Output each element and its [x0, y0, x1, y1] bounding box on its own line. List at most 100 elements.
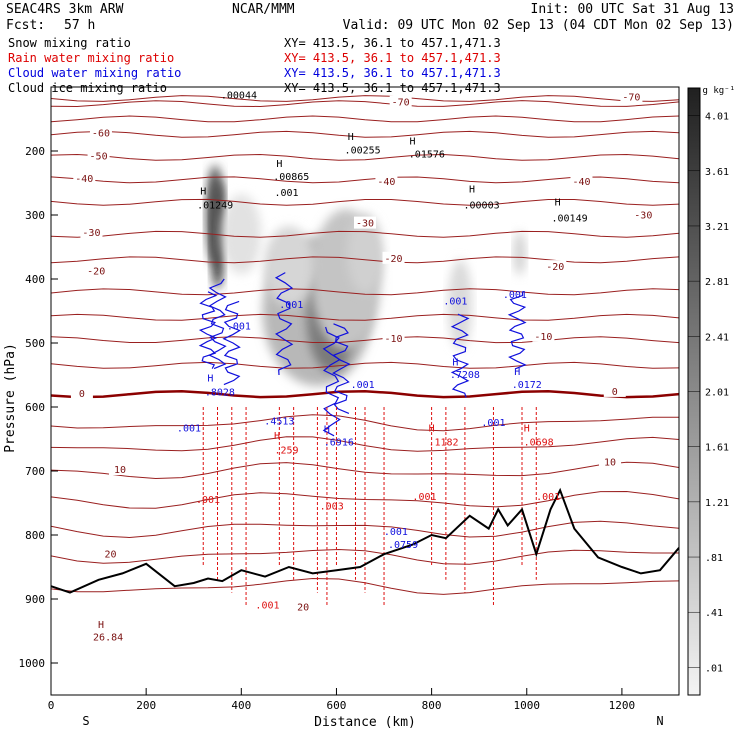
- isotherm-label: -50: [90, 151, 108, 162]
- terrain-line: [51, 487, 679, 594]
- field-annotation: 26.84: [93, 633, 123, 644]
- snow-shading-7: [347, 213, 383, 294]
- isotherm-6: [51, 198, 679, 206]
- isotherm-label: 10: [114, 465, 126, 476]
- isotherm-label: -10: [534, 332, 552, 343]
- field-annotation: H: [274, 431, 280, 442]
- field-annotation: .01576: [409, 149, 445, 160]
- isotherm-label: -20: [546, 262, 564, 273]
- snow-shading-9: [513, 231, 526, 276]
- legend-cloudice-xy: XY= 413.5, 36.1 to 457.1,471.3: [284, 81, 501, 95]
- colorbar-label: 2.41: [705, 332, 729, 343]
- field-annotation: .8028: [205, 387, 235, 398]
- cloudwater-contour-6: [450, 313, 470, 398]
- isotherm-11: [51, 336, 679, 344]
- isotherm-9: [51, 288, 679, 296]
- isotherm-label-bg: [89, 126, 112, 139]
- isotherm-label-bg: [108, 463, 131, 475]
- field-annotation: .4513: [264, 416, 294, 427]
- isotherm-label: 0: [79, 389, 85, 400]
- isotherm-label-bg: [599, 455, 622, 468]
- plot-area: 0 200 400 600 800 1000 12002003004005006007008…: [19, 86, 680, 728]
- colorbar-label: 2.81: [705, 277, 729, 288]
- y-tick-label: 400: [25, 273, 45, 286]
- isotherm-label: -40: [75, 174, 93, 185]
- field-annotation: H: [207, 373, 213, 384]
- field-annotation: .001: [274, 188, 298, 199]
- field-annotation: .0759: [388, 540, 418, 551]
- snow-shading-6: [221, 194, 262, 275]
- field-annotation: H: [429, 423, 435, 434]
- field-annotation: .001: [503, 290, 527, 301]
- field-annotation: H: [452, 357, 458, 368]
- isotherm-label-bg: [292, 600, 315, 613]
- x-tick-label: 1200: [609, 699, 636, 712]
- field-annotation: .00003: [463, 201, 499, 212]
- forecast-label: Fcst:: [6, 18, 45, 33]
- isotherm-label: 10: [604, 457, 616, 468]
- isotherm-label: -60: [92, 128, 110, 139]
- isotherm-label: 20: [297, 603, 309, 614]
- field-annotation: H: [324, 425, 330, 436]
- isotherm-8: [51, 256, 679, 264]
- isotherm-label-bg: [620, 90, 643, 103]
- field-annotation: H: [348, 132, 354, 143]
- model-title: SEAC4RS 3km ARW: [6, 2, 124, 17]
- cloudwater-contour-2: [222, 300, 241, 386]
- isotherm-label-bg: [603, 384, 626, 397]
- colorbar-label: 1.21: [705, 498, 729, 509]
- isotherm-label-bg: [382, 331, 405, 344]
- isotherm-15: [51, 436, 679, 452]
- field-annotation: .01249: [197, 201, 233, 212]
- field-annotation: H: [469, 185, 475, 196]
- y-tick-label: 900: [25, 593, 45, 606]
- x-tick-label: 600: [327, 699, 347, 712]
- isotherm-label: -70: [392, 98, 410, 109]
- y-tick-label: 1000: [19, 657, 46, 670]
- isotherm-label-bg: [73, 171, 96, 184]
- field-annotation: .001: [255, 601, 279, 612]
- colorbar-label: 2.01: [705, 388, 729, 399]
- field-annotation: .00865: [273, 172, 309, 183]
- plot-inner: [51, 95, 679, 606]
- isotherm-14: [51, 414, 679, 432]
- field-annotation: .0698: [524, 437, 554, 448]
- y-tick-label: 800: [25, 529, 45, 542]
- field-annotation: H: [98, 620, 104, 631]
- isotherm-label-bg: [382, 251, 405, 264]
- colorbar-label: .81: [705, 553, 723, 564]
- field-annotation: .001: [443, 297, 467, 308]
- legend-rain-label: Rain water mixing ratio: [8, 51, 174, 65]
- x-tick-label: 400: [231, 699, 251, 712]
- cloudwater-contour-7: [507, 291, 527, 370]
- field-annotation: .001: [412, 492, 436, 503]
- field-annotation: .7208: [450, 370, 480, 381]
- field-annotation: .00149: [552, 213, 588, 224]
- field-annotation: .001: [196, 495, 220, 506]
- init-time: Init: 00 UTC Sat 31 Aug 13: [531, 2, 735, 17]
- legend-cloudwater-label: Cloud water mixing ratio: [8, 66, 181, 80]
- cloudwater-contour-0: [198, 291, 218, 369]
- isotherm-label-bg: [570, 175, 593, 187]
- isotherm-2: [51, 115, 679, 123]
- field-annotation: .001: [227, 322, 251, 333]
- colorbar-label: .41: [705, 608, 723, 619]
- isotherm-label-bg: [354, 216, 376, 229]
- field-annotation: .00044: [221, 91, 257, 102]
- legend-snow-label: Snow mixing ratio: [8, 36, 131, 50]
- colorbar-label: 1.61: [705, 443, 729, 454]
- field-annotation: .001: [384, 527, 408, 538]
- isotherm-label: -30: [634, 210, 652, 221]
- snow-shading-5: [263, 226, 314, 307]
- isotherm-label: 0: [612, 387, 618, 398]
- isotherm-label: -70: [622, 93, 640, 104]
- plot-border: [50, 86, 680, 696]
- x-tick-label: 800: [422, 699, 442, 712]
- isotherm-label: -10: [385, 334, 403, 345]
- cloudwater-contour-5: [331, 323, 351, 414]
- colorbar-unit: g kg⁻¹: [702, 86, 735, 96]
- field-annotation: .1182: [428, 437, 458, 448]
- field-annotation: .6916: [324, 437, 354, 448]
